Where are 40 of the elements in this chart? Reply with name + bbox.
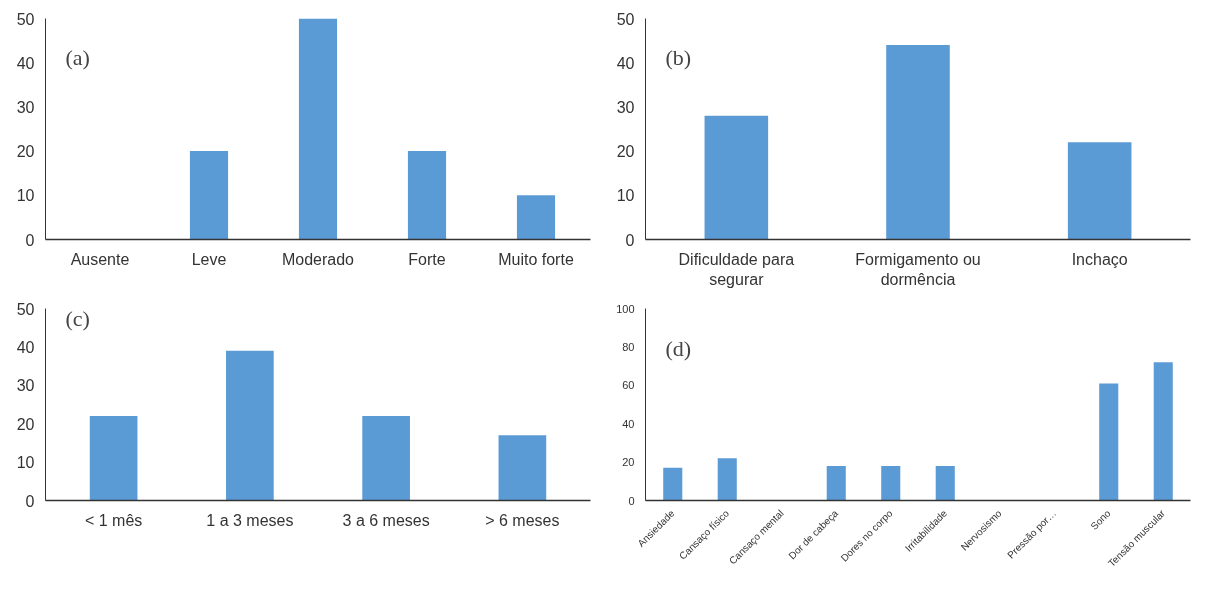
annotation: (d) xyxy=(665,335,692,361)
y-tick-label: 40 xyxy=(16,338,35,356)
x-tick-label: Dificuldade para segurar xyxy=(678,250,795,288)
y-tick-label: 30 xyxy=(16,377,35,395)
x-tick-label: 3 a 6 meses xyxy=(342,511,430,529)
x-tick-label: Leve xyxy=(191,250,227,268)
y-tick-label: 30 xyxy=(616,98,635,116)
x-tick-label: 1 a 3 meses xyxy=(206,511,294,529)
y-tick-label: 0 xyxy=(628,494,635,507)
y-tick-label: 100 xyxy=(616,302,635,315)
x-tick-label: Moderado xyxy=(281,250,355,268)
y-tick-label: 40 xyxy=(616,54,635,72)
y-tick-label: 10 xyxy=(16,187,35,205)
x-tick-label: Formigamento ou dormência xyxy=(855,250,981,288)
y-tick-label: 10 xyxy=(16,454,35,472)
x-tick-label: < 1 mês xyxy=(84,511,143,529)
y-tick-label: 30 xyxy=(16,98,35,116)
x-tick-label: Muito forte xyxy=(498,250,574,268)
y-tick-label: 50 xyxy=(616,10,635,28)
y-tick-label: 0 xyxy=(625,231,635,249)
y-tick-label: 50 xyxy=(16,10,35,28)
x-tick-label: Forte xyxy=(408,250,446,268)
x-tick-label: > 6 meses xyxy=(485,511,560,529)
y-tick-label: 60 xyxy=(622,379,635,392)
y-tick-label: 20 xyxy=(16,415,35,433)
x-tick-label: Inchaço xyxy=(1071,250,1128,268)
y-tick-label: 20 xyxy=(616,143,635,161)
y-tick-label: 20 xyxy=(622,456,635,469)
y-tick-label: 80 xyxy=(622,340,635,353)
annotation: (b) xyxy=(665,44,692,70)
y-tick-label: 40 xyxy=(16,54,35,72)
annotation: (a) xyxy=(65,44,90,70)
y-tick-label: 10 xyxy=(616,187,635,205)
y-tick-label: 40 xyxy=(622,417,635,430)
y-tick-label: 0 xyxy=(25,492,35,510)
x-tick-label: Ausente xyxy=(70,250,130,268)
y-tick-label: 0 xyxy=(25,231,35,249)
annotation: (c) xyxy=(65,305,90,331)
y-tick-label: 50 xyxy=(16,300,35,318)
y-tick-label: 20 xyxy=(16,143,35,161)
